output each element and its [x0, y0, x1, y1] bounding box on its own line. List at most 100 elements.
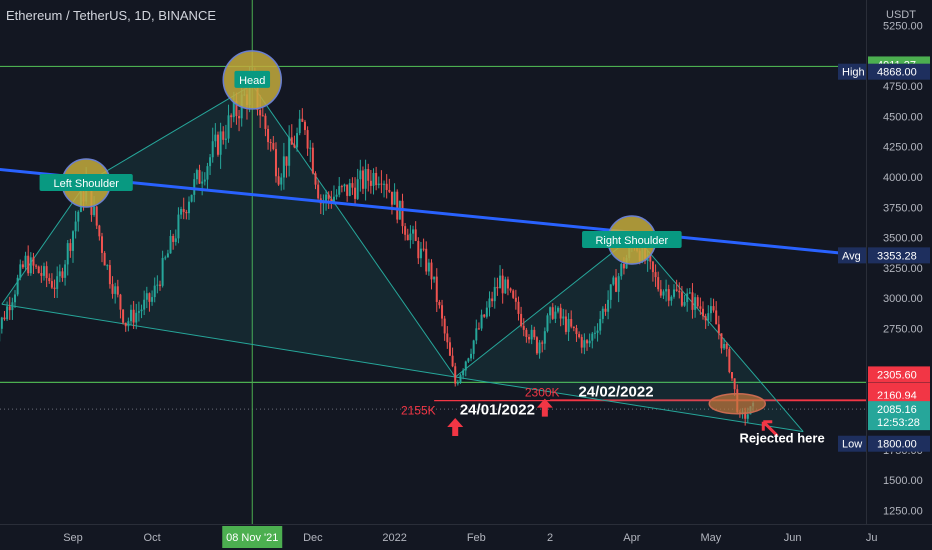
candle-body	[372, 172, 375, 186]
candle-body	[298, 118, 301, 134]
y-tick-label: 4500.00	[883, 111, 923, 123]
candle-body	[425, 248, 428, 272]
candle-body	[203, 179, 206, 182]
plot-area: Left Shoulder Head Right Shoulder 2155K 2300…	[0, 0, 866, 524]
candle-body	[214, 134, 217, 142]
neckline-trendline	[0, 168, 864, 257]
candle-body	[361, 170, 364, 189]
price-tag-bg-3	[868, 366, 930, 383]
candle-body	[69, 243, 72, 251]
candle-body	[731, 372, 733, 379]
candle-body	[596, 330, 599, 333]
candle-body	[0, 317, 3, 329]
candle-body	[654, 272, 657, 278]
candle-body	[314, 173, 317, 185]
candle-body	[303, 121, 306, 131]
candle-body	[238, 116, 241, 119]
candle-body	[132, 309, 135, 323]
candle-body	[725, 343, 728, 349]
candle-body	[622, 264, 625, 269]
candle-body	[683, 302, 686, 306]
candle-body	[422, 248, 425, 250]
candle-body	[678, 290, 681, 293]
candle-body	[620, 264, 623, 277]
candle-body	[317, 184, 320, 199]
candle-body	[43, 266, 46, 276]
y-tick-label: 4250.00	[883, 142, 923, 154]
candle-body	[464, 361, 467, 371]
up-arrow-marker	[536, 398, 553, 417]
candle-body	[401, 200, 404, 227]
candle-body	[351, 183, 354, 188]
candle-body	[591, 333, 594, 341]
price-name-bg-2	[838, 247, 866, 264]
candle-body	[354, 187, 357, 199]
candle-body	[430, 262, 433, 280]
candle-body	[609, 284, 612, 300]
candle-body	[95, 206, 98, 226]
candle-body	[441, 305, 444, 319]
candle-body	[280, 177, 283, 185]
candle-body	[520, 313, 523, 326]
price-tag: 2305.60	[877, 369, 917, 381]
price-tag: 4868.00	[877, 67, 917, 79]
candle-body	[688, 292, 691, 294]
candle-body	[696, 297, 699, 307]
candle-body	[509, 288, 512, 291]
candle-body	[209, 157, 212, 167]
candle-body	[578, 334, 581, 338]
candle-body	[340, 186, 343, 188]
candle-body	[443, 318, 446, 334]
candle-body	[129, 309, 132, 322]
candle-body	[296, 133, 299, 148]
candle-body	[551, 307, 554, 319]
candle-body	[338, 186, 341, 195]
candle-body	[673, 289, 676, 297]
candle-body	[151, 297, 154, 302]
candle-body	[612, 277, 615, 285]
candle-body	[504, 279, 507, 294]
symbol-title[interactable]: Ethereum / TetherUS, 1D, BINANCE	[6, 8, 217, 23]
candle-body	[715, 310, 718, 325]
candle-body	[343, 184, 346, 187]
candle-body	[651, 261, 654, 273]
candle-body	[306, 130, 309, 149]
candle-body	[477, 328, 480, 330]
candle-body	[496, 286, 499, 289]
candle-body	[601, 308, 604, 319]
candle-body	[593, 332, 596, 334]
y-tick-label: 3500.00	[883, 233, 923, 245]
candle-body	[480, 314, 483, 329]
candle-body	[554, 311, 557, 319]
candle-body	[649, 254, 652, 262]
candle-body	[720, 333, 723, 349]
candle-body	[201, 181, 204, 184]
candle-body	[396, 191, 399, 220]
candle-body	[427, 262, 430, 272]
candle-body	[3, 317, 6, 320]
candle-body	[475, 328, 478, 341]
y-tick-label: 1500.00	[883, 475, 923, 487]
x-tick-label: May	[701, 532, 722, 544]
candle-body	[145, 293, 148, 300]
countdown-tag: 12:53:28	[877, 417, 920, 429]
candle-body	[364, 169, 367, 189]
x-tick-label: Oct	[144, 532, 161, 544]
candle-body	[588, 340, 591, 344]
candle-body	[691, 292, 694, 310]
candle-body	[356, 179, 359, 199]
candle-body	[335, 194, 338, 197]
candle-body	[230, 115, 233, 118]
candle-body	[530, 329, 533, 340]
candle-body	[158, 284, 161, 286]
candle-body	[454, 366, 457, 384]
candle-body	[670, 296, 673, 301]
candle-body	[522, 325, 525, 330]
candle-body	[119, 294, 122, 310]
rejection-arrow	[761, 420, 779, 437]
y-tick-label: 1250.00	[883, 505, 923, 517]
candle-body	[404, 226, 407, 235]
candle-body	[617, 276, 620, 292]
candle-body	[607, 299, 610, 312]
